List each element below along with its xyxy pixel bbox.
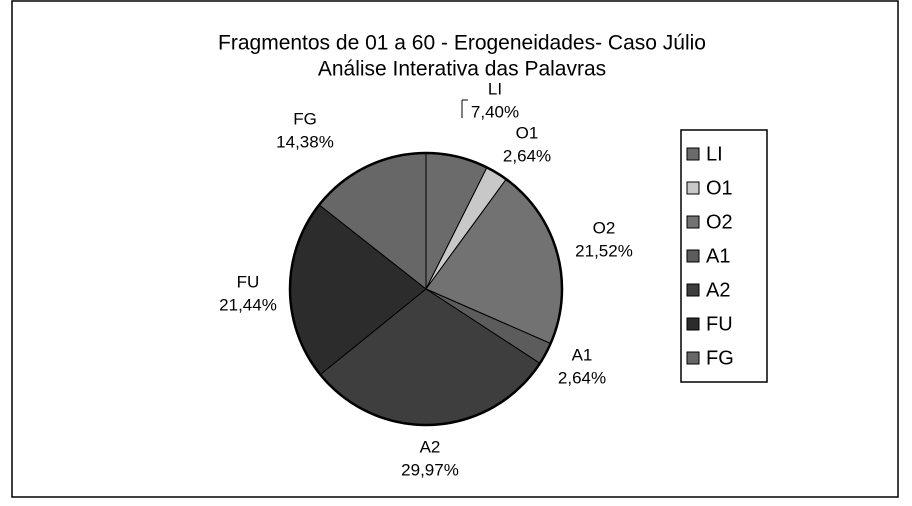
legend-label: O1 [706, 177, 733, 199]
slice-value-label: 2,64% [558, 368, 606, 387]
legend-swatch [686, 181, 700, 195]
slice-category-label: O2 [593, 218, 616, 237]
slice-value-label: 2,64% [503, 146, 551, 165]
legend-label: LI [706, 143, 723, 165]
legend-swatch [686, 351, 700, 365]
slice-category-label: FG [293, 109, 317, 128]
legend-label: FU [706, 313, 733, 335]
legend-swatch [686, 215, 700, 229]
slice-category-label: FU [237, 272, 260, 291]
legend-swatch [686, 249, 700, 263]
legend-label: A2 [706, 279, 730, 301]
legend-label: FG [706, 347, 734, 369]
legend-swatch [686, 147, 700, 161]
slice-category-label: A1 [572, 345, 593, 364]
slice-value-label: 14,38% [276, 132, 334, 151]
slice-value-label: 29,97% [401, 460, 459, 479]
legend-swatch [686, 317, 700, 331]
chart-subtitle: Análise Interativa das Palavras [318, 58, 606, 81]
slice-category-label: O1 [516, 123, 539, 142]
slice-value-label: 21,52% [575, 241, 633, 260]
slice-category-label: A2 [420, 437, 441, 456]
legend-label: A1 [706, 245, 730, 267]
slice-category-label: LI [488, 79, 502, 98]
chart-title: Fragmentos de 01 a 60 - Erogeneidades- C… [218, 32, 706, 55]
legend-swatch [686, 283, 700, 297]
legend-label: O2 [706, 211, 733, 233]
slice-value-label: 21,44% [219, 295, 277, 314]
pie-outline [288, 151, 564, 427]
slice-value-label: 7,40% [471, 102, 519, 121]
